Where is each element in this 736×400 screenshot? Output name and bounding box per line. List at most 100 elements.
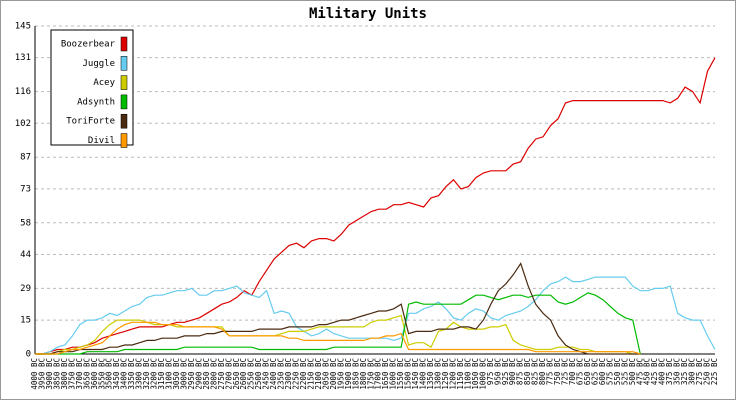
x-tick-label: 2650 BC bbox=[232, 358, 241, 390]
y-tick-label: 29 bbox=[20, 284, 31, 294]
legend-swatch bbox=[120, 75, 128, 90]
y-tick-label: 73 bbox=[20, 184, 31, 194]
x-tick-label: 925 BC bbox=[501, 358, 510, 385]
x-tick-label: 1950 BC bbox=[336, 358, 345, 390]
x-tick-label: 3700 BC bbox=[75, 358, 84, 390]
x-tick-label: 1700 BC bbox=[374, 358, 383, 390]
x-tick-label: 2700 BC bbox=[224, 358, 233, 390]
series-line bbox=[35, 292, 641, 355]
x-tick-label: 2100 BC bbox=[314, 358, 323, 390]
y-tick-label: 0 bbox=[26, 350, 31, 360]
x-tick-label: 2550 BC bbox=[247, 358, 256, 390]
x-tick-label: 2200 BC bbox=[299, 358, 308, 390]
legend-label: ToriForte bbox=[66, 117, 115, 127]
x-tick-label: 1600 BC bbox=[389, 358, 398, 390]
x-tick-label: 800 BC bbox=[538, 358, 547, 385]
x-tick-label: 325 BC bbox=[680, 358, 689, 385]
x-tick-label: 2000 BC bbox=[329, 358, 338, 390]
x-tick-label: 3550 BC bbox=[97, 358, 106, 390]
x-tick-label: 3150 BC bbox=[157, 358, 166, 390]
x-tick-label: 3000 BC bbox=[179, 358, 188, 390]
x-tick-label: 2800 BC bbox=[209, 358, 218, 390]
x-tick-label: 1100 BC bbox=[463, 358, 472, 390]
x-tick-label: 1650 BC bbox=[381, 358, 390, 390]
x-tick-label: 1000 BC bbox=[478, 358, 487, 390]
x-tick-label: 1900 BC bbox=[344, 358, 353, 390]
chart-title: Military Units bbox=[309, 6, 427, 22]
x-tick-label: 1400 BC bbox=[419, 358, 428, 390]
x-tick-label: 3750 BC bbox=[67, 358, 76, 390]
series-line bbox=[35, 57, 716, 355]
x-tick-label: 750 BC bbox=[553, 358, 562, 385]
x-tick-label: 225 BC bbox=[710, 358, 719, 385]
x-tick-label: 2900 BC bbox=[194, 358, 203, 390]
x-tick-label: 900 BC bbox=[508, 358, 517, 385]
legend-label: Divil bbox=[88, 136, 115, 146]
y-tick-label: 116 bbox=[15, 87, 31, 97]
x-tick-label: 975 BC bbox=[486, 358, 495, 385]
x-tick-label: 2450 BC bbox=[262, 358, 271, 390]
x-tick-label: 450 BC bbox=[643, 358, 652, 385]
legend-label: Boozerbear bbox=[61, 40, 116, 50]
x-tick-label: 1300 BC bbox=[434, 358, 443, 390]
x-tick-label: 2950 BC bbox=[187, 358, 196, 390]
y-tick-label: 44 bbox=[20, 250, 31, 260]
x-tick-label: 575 BC bbox=[605, 358, 614, 385]
x-tick-label: 3450 BC bbox=[112, 358, 121, 390]
x-tick-label: 400 BC bbox=[658, 358, 667, 385]
x-tick-label: 825 BC bbox=[531, 358, 540, 385]
x-tick-label: 675 BC bbox=[575, 358, 584, 385]
legend-swatch bbox=[120, 56, 128, 71]
x-tick-label: 275 BC bbox=[695, 358, 704, 385]
x-tick-label: 2400 BC bbox=[269, 358, 278, 390]
legend-label: Acey bbox=[93, 78, 115, 88]
legend-swatch bbox=[120, 133, 128, 148]
x-tick-label: 2050 BC bbox=[321, 358, 330, 390]
x-tick-label: 425 BC bbox=[650, 358, 659, 385]
x-tick-label: 2150 BC bbox=[306, 358, 315, 390]
x-tick-label: 1750 BC bbox=[366, 358, 375, 390]
x-tick-label: 1350 BC bbox=[426, 358, 435, 390]
y-tick-label: 145 bbox=[15, 22, 31, 32]
x-tick-label: 775 BC bbox=[546, 358, 555, 385]
series-line bbox=[35, 314, 641, 355]
x-tick-label: 2600 BC bbox=[239, 358, 248, 390]
x-tick-label: 3950 BC bbox=[37, 358, 46, 390]
x-tick-label: 1050 BC bbox=[471, 358, 480, 390]
series-line bbox=[35, 321, 641, 355]
x-tick-label: 3250 BC bbox=[142, 358, 151, 390]
x-tick-label: 2750 BC bbox=[217, 358, 226, 390]
x-tick-label: 2300 BC bbox=[284, 358, 293, 390]
x-tick-label: 350 BC bbox=[673, 358, 682, 385]
x-tick-label: 375 BC bbox=[665, 358, 674, 385]
x-tick-label: 700 BC bbox=[568, 358, 577, 385]
x-tick-label: 475 BC bbox=[635, 358, 644, 385]
legend-label: Juggle bbox=[82, 59, 115, 69]
x-tick-label: 3100 BC bbox=[165, 358, 174, 390]
x-tick-label: 550 BC bbox=[613, 358, 622, 385]
x-tick-label: 525 BC bbox=[620, 358, 629, 385]
x-tick-label: 1450 BC bbox=[411, 358, 420, 390]
x-tick-label: 650 BC bbox=[583, 358, 592, 385]
x-tick-label: 4000 BC bbox=[30, 358, 39, 390]
legend-swatch bbox=[120, 94, 128, 110]
x-tick-label: 3350 BC bbox=[127, 358, 136, 390]
y-tick-label: 58 bbox=[20, 218, 31, 228]
x-tick-label: 600 BC bbox=[598, 358, 607, 385]
x-tick-label: 250 BC bbox=[703, 358, 712, 385]
x-tick-label: 3300 BC bbox=[135, 358, 144, 390]
x-tick-label: 875 BC bbox=[516, 358, 525, 385]
x-tick-label: 2250 BC bbox=[292, 358, 301, 390]
y-tick-label: 131 bbox=[15, 53, 31, 63]
x-tick-label: 950 BC bbox=[493, 358, 502, 385]
y-tick-label: 102 bbox=[15, 119, 31, 129]
x-tick-label: 1150 BC bbox=[456, 358, 465, 390]
x-tick-label: 850 BC bbox=[523, 358, 532, 385]
legend-box bbox=[50, 29, 134, 146]
x-tick-label: 3500 BC bbox=[105, 358, 114, 390]
y-tick-label: 15 bbox=[20, 316, 31, 326]
legend-label: Adsynth bbox=[77, 97, 115, 107]
x-tick-label: 3200 BC bbox=[150, 358, 159, 390]
x-tick-label: 3900 BC bbox=[45, 358, 54, 390]
